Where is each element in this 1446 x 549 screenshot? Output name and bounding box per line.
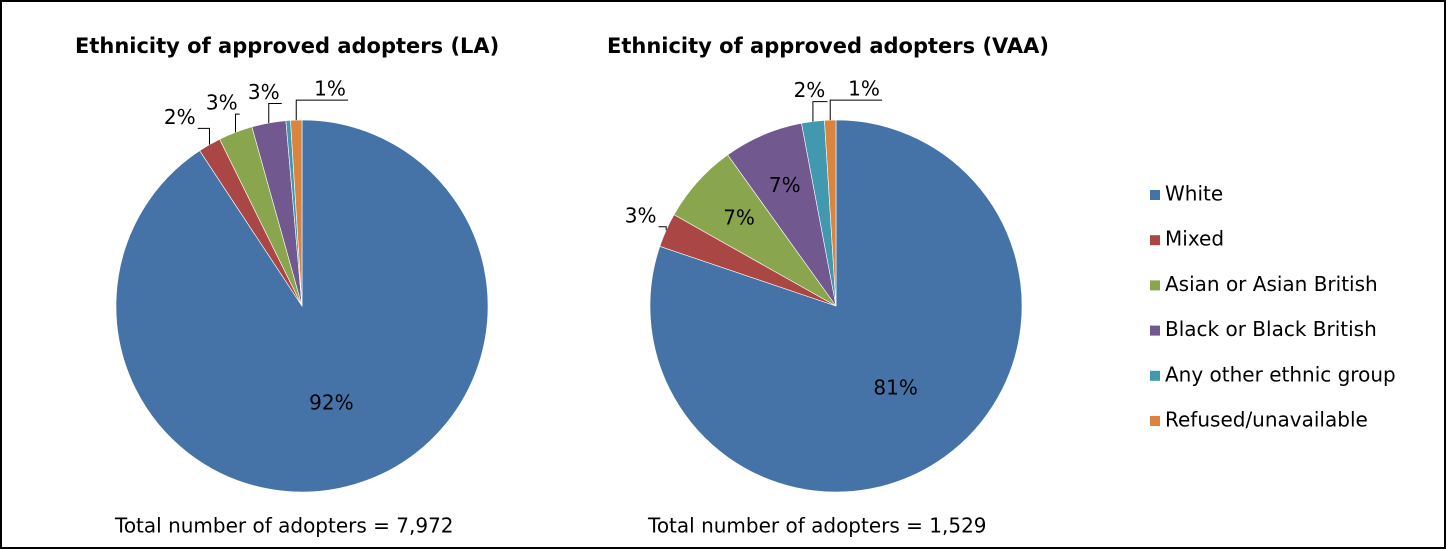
data-label: 2% [164,105,196,129]
chart-title: Ethnicity of approved adopters (LA) [75,34,499,58]
legend-swatch [1150,190,1160,200]
pie-slice [290,119,303,307]
legend-label: White [1165,182,1223,206]
data-label: 92% [309,390,353,414]
leader-line [268,102,282,123]
data-label: 2% [794,78,826,102]
chart-note: Total number of adopters = 7,972 [114,514,454,538]
pie-slice [824,119,837,307]
data-label: 1% [314,77,346,101]
legend-label: Asian or Asian British [1165,272,1378,296]
leader-line [295,99,348,121]
leader-line [812,101,828,122]
legend-swatch [1150,325,1160,336]
chart-title: Ethnicity of approved adopters (VAA) [607,34,1049,58]
leader-line [197,127,210,145]
data-label: 7% [723,206,755,230]
data-label: 7% [769,173,801,197]
legend-label: Mixed [1165,227,1224,251]
chart-note: Total number of adopters = 1,529 [647,514,987,538]
legend-swatch [1150,280,1160,291]
data-label: 3% [625,203,657,227]
legend-label: Refused/unavailable [1165,408,1368,432]
leader-line [829,99,882,121]
data-label: 3% [248,80,280,104]
data-label: 81% [873,376,917,400]
data-label: 3% [206,91,238,115]
data-label: 1% [848,77,880,101]
legend-label: Black or Black British [1165,317,1377,341]
legend-label: Any other ethnic group [1165,362,1396,386]
leader-line [658,226,667,231]
legend-swatch [1150,370,1160,381]
legend-swatch [1150,235,1160,246]
legend-swatch [1150,416,1160,426]
leader-line [235,113,240,133]
